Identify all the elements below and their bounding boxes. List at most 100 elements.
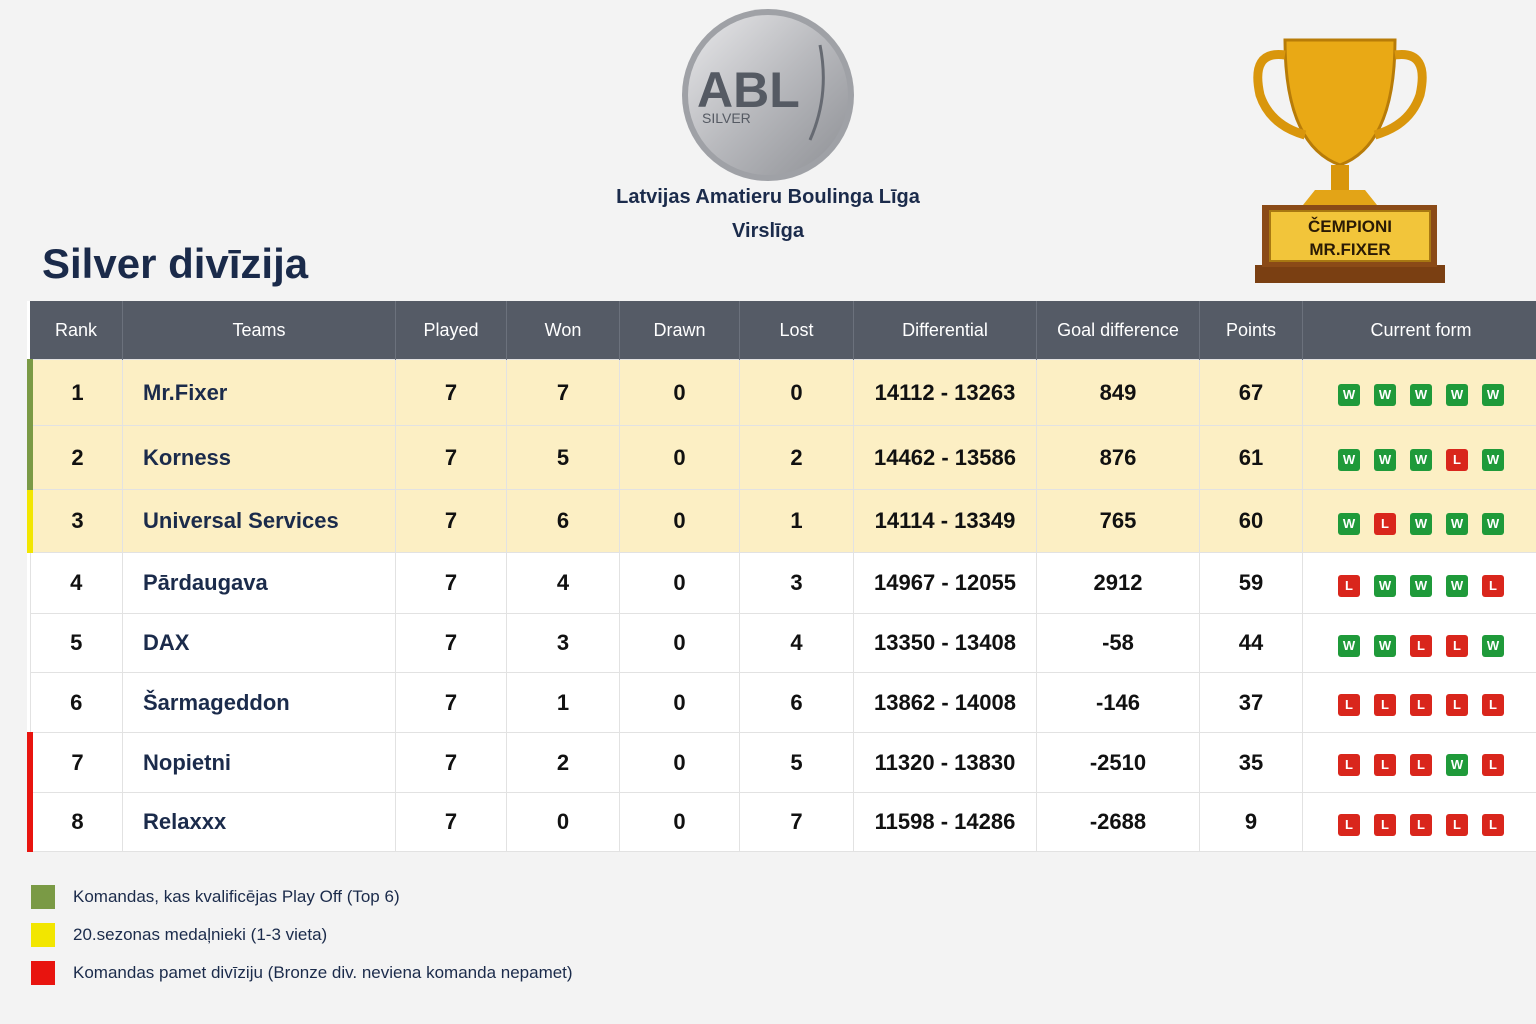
form-badge: W [1374, 574, 1396, 597]
table-row: 3 Universal Services 7 6 0 1 14114 - 13349 765 6… [27, 489, 1536, 553]
cell: 8 [27, 792, 123, 852]
legend-swatch [31, 923, 55, 947]
form-badge: W [1410, 574, 1432, 597]
cell: 7 [395, 672, 507, 733]
form-badge: L [1482, 813, 1504, 836]
form-badge: L [1446, 449, 1468, 471]
cell: 7 [395, 489, 507, 553]
cell: 3 [27, 489, 123, 553]
team-name: Pārdaugava [122, 552, 396, 614]
cell: 5 [506, 425, 620, 490]
cell: 7 [395, 613, 507, 673]
cell: 61 [1199, 425, 1303, 490]
cell: 1 [739, 489, 854, 553]
cell: 59 [1199, 552, 1303, 614]
cell: 13350 - 13408 [853, 613, 1037, 673]
form-badge: L [1410, 754, 1432, 776]
cell: 765 [1036, 489, 1200, 553]
cell: 1 [27, 359, 123, 426]
table-row: 1 Mr.Fixer 7 7 0 0 14112 - 13263 849 67 W W W W W [27, 359, 1536, 426]
trophy-line: ČEMPIONI [1308, 217, 1392, 236]
trophy: ČEMPIONI MR.FIXER [1253, 38, 1445, 283]
form-badge: W [1410, 384, 1432, 406]
table-row: 6 Šarmageddon 7 1 0 6 13862 - 14008 -146 37 L L L L L [29, 672, 1536, 733]
cell: 3 [739, 552, 854, 614]
form-badge: L [1410, 813, 1432, 836]
cell: 9 [1199, 792, 1303, 852]
cell: -58 [1036, 613, 1200, 673]
form-badge: L [1482, 754, 1504, 776]
cell: 67 [1199, 359, 1303, 426]
table-row: 4 Pārdaugava 7 4 0 3 14967 - 12055 2912 59 L W W W L [29, 552, 1536, 614]
form-badge: L [1338, 754, 1360, 776]
legend-item: 20.sezonas medaļnieki (1-3 vieta) [31, 923, 327, 947]
column-header: Played [395, 301, 507, 360]
column-header: Goal difference [1036, 301, 1200, 360]
cell: 7 [395, 792, 507, 852]
cell: 4 [739, 613, 854, 673]
cell: 0 [619, 792, 740, 852]
cell: 4 [29, 552, 123, 614]
form-badge: L [1338, 813, 1360, 836]
cell: 11320 - 13830 [853, 732, 1037, 793]
cell: 876 [1036, 425, 1200, 490]
team-name: Mr.Fixer [122, 359, 396, 426]
form-badge: L [1374, 694, 1396, 716]
form-badge: W [1482, 384, 1504, 406]
table-row: 7 Nopietni 7 2 0 5 11320 - 13830 -2510 35 L L L W L [27, 732, 1536, 793]
form-badge: L [1482, 694, 1504, 716]
cell: 0 [506, 792, 620, 852]
logo-sub: SILVER [702, 110, 751, 126]
cell: 0 [619, 489, 740, 553]
form-badge: W [1446, 754, 1468, 776]
legend-text: Komandas pamet divīziju (Bronze div. nev… [73, 963, 573, 982]
team-name: Nopietni [122, 732, 396, 793]
cell: 6 [29, 672, 123, 733]
form-badge: W [1482, 449, 1504, 471]
form-badge: L [1446, 813, 1468, 836]
legend-text: 20.sezonas medaļnieki (1-3 vieta) [73, 925, 328, 944]
cell: 7 [739, 792, 854, 852]
form-badge: W [1374, 384, 1396, 406]
page-title: Silver divīzija [42, 240, 309, 287]
cell: 4 [506, 552, 620, 614]
cell: 14462 - 13586 [853, 425, 1037, 490]
cell: 7 [395, 425, 507, 490]
cell: 0 [619, 359, 740, 426]
cell: 0 [619, 425, 740, 490]
cell: 3 [506, 613, 620, 673]
team-name: Universal Services [122, 489, 396, 553]
league-level: Virslīga [732, 220, 804, 242]
cell: 2 [27, 425, 123, 490]
legend-item: Komandas, kas kvalificējas Play Off (Top… [31, 885, 400, 909]
legend-item: Komandas pamet divīziju (Bronze div. nev… [31, 961, 573, 985]
cell: 2 [506, 732, 620, 793]
form-badge: L [1338, 574, 1360, 597]
form-badge: L [1446, 634, 1468, 657]
cell: 2912 [1036, 552, 1200, 614]
form-badge: L [1482, 574, 1504, 597]
cell: 35 [1199, 732, 1303, 793]
cell: 14114 - 13349 [853, 489, 1037, 553]
cell: 60 [1199, 489, 1303, 553]
form-badge: W [1338, 634, 1360, 657]
cell: 14967 - 12055 [853, 552, 1037, 614]
cell: -2688 [1036, 792, 1200, 852]
form-badge: L [1446, 694, 1468, 716]
form-badge: W [1446, 574, 1468, 597]
cell: 6 [739, 672, 854, 733]
form-badge: W [1482, 512, 1504, 535]
team-name: Korness [122, 425, 396, 490]
form-badge: L [1374, 754, 1396, 776]
league-name: Latvijas Amatieru Boulinga Līga [616, 186, 920, 208]
form-badge: W [1446, 512, 1468, 535]
cell: 7 [395, 732, 507, 793]
cell: 849 [1036, 359, 1200, 426]
cell: 0 [619, 672, 740, 733]
